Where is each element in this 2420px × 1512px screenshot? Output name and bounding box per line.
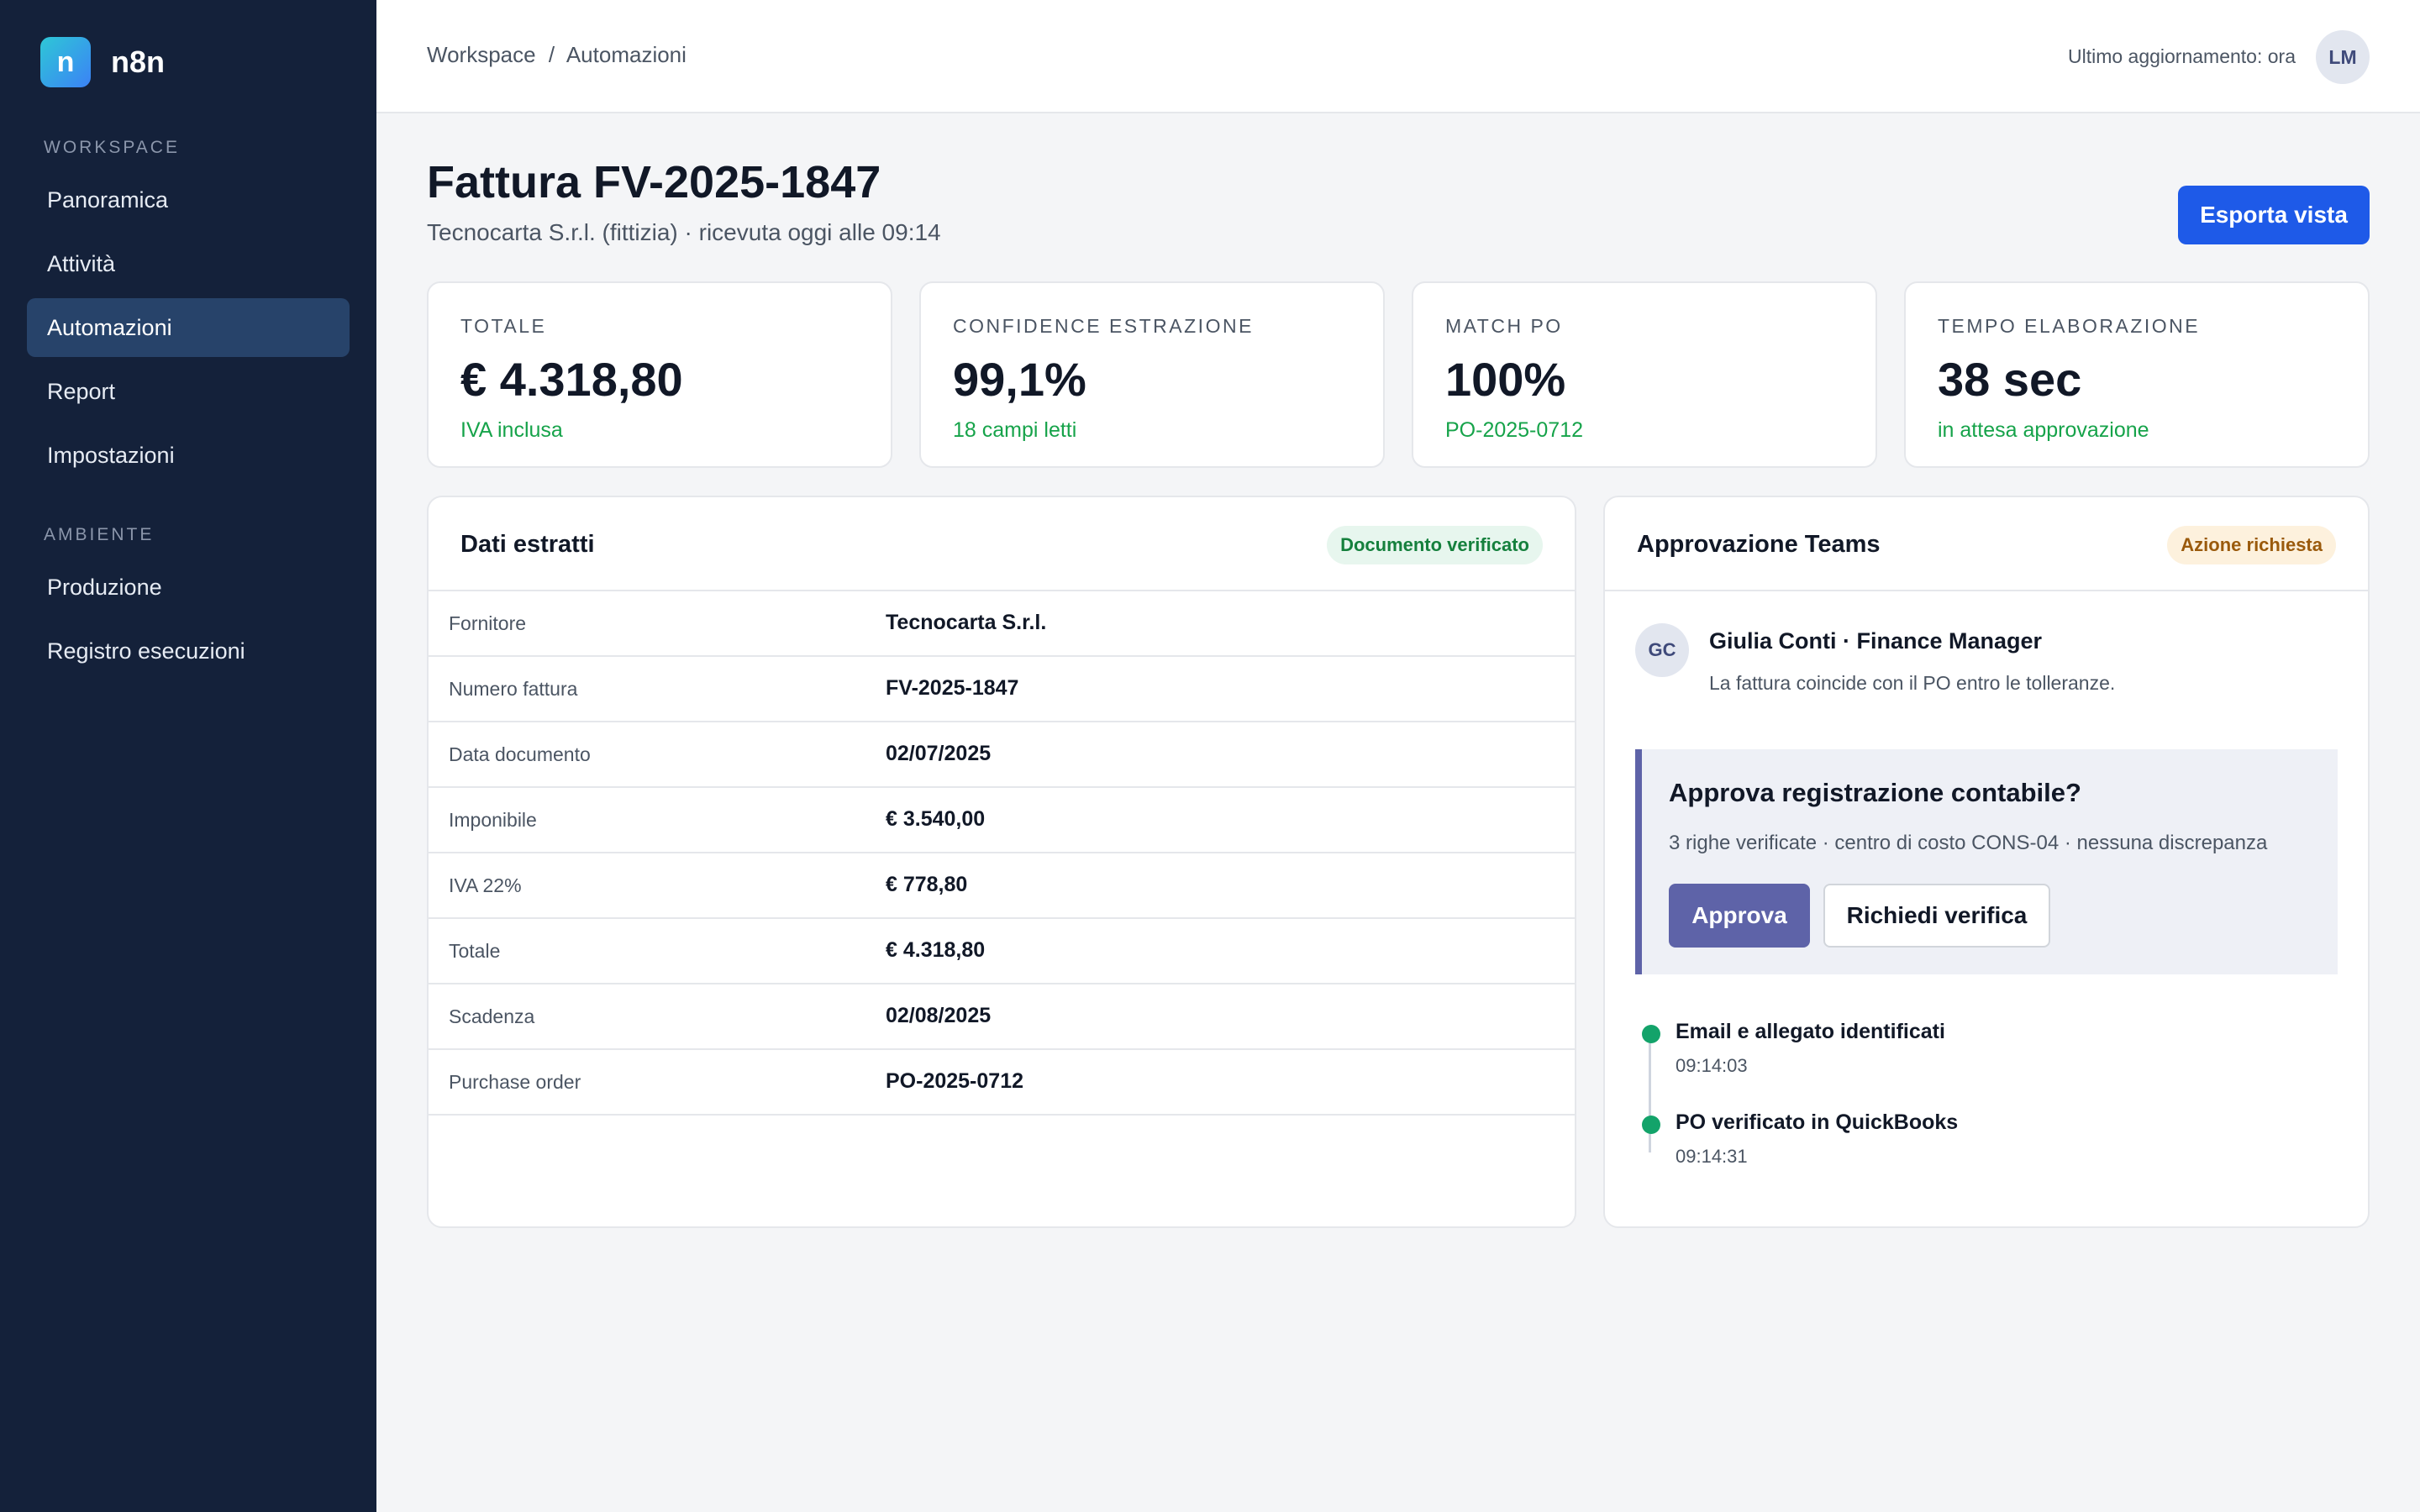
- row-key: Imponibile: [449, 809, 537, 831]
- sidebar-item-automazioni[interactable]: Automazioni: [27, 298, 350, 357]
- brand-name: n8n: [111, 45, 166, 79]
- kpi-card-confidence: CONFIDENCE ESTRAZIONE 99,1% 18 campi let…: [919, 281, 1385, 468]
- approval-detail: 3 righe verificate · centro di costo CON…: [1669, 832, 2268, 854]
- timeline-item-title: Email e allegato identificati: [1676, 1020, 1945, 1043]
- kpi-label: MATCH PO: [1445, 315, 1563, 337]
- kpi-card-totale: TOTALE € 4.318,80 IVA inclusa: [427, 281, 892, 468]
- approval-panel: Approvazione Teams Azione richiesta GC G…: [1603, 496, 2370, 1228]
- sidebar-item-attivita[interactable]: Attività: [47, 250, 116, 276]
- panel-header: Approvazione Teams Azione richiesta: [1605, 497, 2368, 591]
- row-key: Fornitore: [449, 612, 527, 634]
- row-key: Numero fattura: [449, 678, 578, 700]
- action-required-badge: Azione richiesta: [2167, 526, 2336, 564]
- brand[interactable]: n n8n: [40, 37, 165, 87]
- timeline-item-title: PO verificato in QuickBooks: [1676, 1110, 1959, 1134]
- topbar: Workspace / Automazioni Ultimo aggiornam…: [376, 0, 2420, 113]
- kpi-card-tempo: TEMPO ELABORAZIONE 38 sec in attesa appr…: [1904, 281, 2370, 468]
- breadcrumb-automazioni[interactable]: Automazioni: [566, 42, 687, 67]
- approve-button[interactable]: Approva: [1669, 884, 1810, 948]
- request-verification-button[interactable]: Richiedi verifica: [1823, 884, 2050, 948]
- sidebar-item-panoramica[interactable]: Panoramica: [47, 186, 169, 213]
- timeline-item-time: 09:14:31: [1676, 1146, 1748, 1167]
- table-row: Totale € 4.318,80: [429, 919, 1575, 984]
- table-row: Fornitore Tecnocarta S.r.l.: [429, 591, 1575, 657]
- approval-question: Approva registrazione contabile?: [1669, 778, 2081, 807]
- sidebar-item-registro-esecuzioni[interactable]: Registro esecuzioni: [47, 638, 245, 664]
- timeline-line: [1649, 1035, 1651, 1152]
- kpi-note: 18 campi letti: [953, 418, 1077, 442]
- timeline-dot-icon: [1642, 1116, 1660, 1134]
- timeline-dot-icon: [1642, 1025, 1660, 1043]
- approval-card: Approva registrazione contabile? 3 righe…: [1635, 749, 2338, 974]
- table-row: IVA 22% € 778,80: [429, 853, 1575, 919]
- row-value: 02/07/2025: [886, 742, 992, 765]
- panel-header: Dati estratti Documento verificato: [429, 497, 1575, 591]
- row-key: Data documento: [449, 743, 591, 765]
- kpi-note: PO-2025-0712: [1445, 418, 1584, 442]
- breadcrumb: Workspace / Automazioni: [427, 42, 687, 68]
- kpi-card-match-po: MATCH PO 100% PO-2025-0712: [1412, 281, 1877, 468]
- approver-avatar: GC: [1635, 623, 1689, 677]
- approver-message: La fattura coincide con il PO entro le t…: [1709, 672, 2116, 694]
- approver-name: Giulia Conti · Finance Manager: [1709, 628, 2043, 654]
- table-row: Imponibile € 3.540,00: [429, 788, 1575, 853]
- n8n-logo-icon: n: [40, 37, 91, 87]
- row-value: FV-2025-1847: [886, 676, 1019, 700]
- kpi-label: TOTALE: [460, 315, 547, 337]
- kpi-value: € 4.318,80: [460, 353, 683, 406]
- row-key: Purchase order: [449, 1071, 581, 1093]
- status-badge: Documento verificato: [1327, 526, 1543, 564]
- table-row: Purchase order PO-2025-0712: [429, 1050, 1575, 1116]
- section-label-workspace: WORKSPACE: [44, 138, 180, 157]
- page-subtitle: Tecnocarta S.r.l. (fittizia) · ricevuta …: [427, 219, 941, 245]
- table-row: Scadenza 02/08/2025: [429, 984, 1575, 1050]
- panel-title: Approvazione Teams: [1637, 531, 1881, 558]
- table-row: Data documento 02/07/2025: [429, 722, 1575, 788]
- timeline-item-time: 09:14:03: [1676, 1055, 1748, 1076]
- page-title: Fattura FV-2025-1847: [427, 157, 881, 207]
- row-value: € 778,80: [886, 873, 968, 896]
- kpi-label: CONFIDENCE ESTRAZIONE: [953, 315, 1254, 337]
- breadcrumb-workspace[interactable]: Workspace: [427, 42, 536, 67]
- sidebar-item-report[interactable]: Report: [47, 378, 116, 404]
- user-avatar[interactable]: LM: [2316, 30, 2370, 84]
- sidebar: n n8n WORKSPACE Panoramica Attività Auto…: [0, 0, 376, 1512]
- row-value: Tecnocarta S.r.l.: [886, 611, 1047, 634]
- extracted-data-panel: Dati estratti Documento verificato Forni…: [427, 496, 1576, 1228]
- kpi-note: in attesa approvazione: [1938, 418, 2149, 442]
- kpi-note: IVA inclusa: [460, 418, 563, 442]
- kpi-value: 99,1%: [953, 353, 1086, 406]
- row-key: Scadenza: [449, 1005, 535, 1027]
- sidebar-item-impostazioni[interactable]: Impostazioni: [47, 442, 175, 468]
- row-value: PO-2025-0712: [886, 1069, 1024, 1093]
- row-key: Totale: [449, 940, 501, 962]
- row-value: € 4.318,80: [886, 938, 986, 962]
- row-key: IVA 22%: [449, 874, 522, 896]
- panel-title: Dati estratti: [460, 531, 595, 558]
- kpi-value: 38 sec: [1938, 353, 2082, 406]
- last-update-status: Ultimo aggiornamento: ora: [2067, 45, 2296, 67]
- section-label-ambiente: AMBIENTE: [44, 525, 155, 544]
- row-value: 02/08/2025: [886, 1004, 992, 1027]
- row-value: € 3.540,00: [886, 807, 986, 831]
- table-row: Numero fattura FV-2025-1847: [429, 657, 1575, 722]
- kpi-label: TEMPO ELABORAZIONE: [1938, 315, 2201, 337]
- breadcrumb-separator: /: [548, 42, 555, 67]
- kpi-value: 100%: [1445, 353, 1566, 406]
- sidebar-item-produzione[interactable]: Produzione: [47, 574, 162, 600]
- export-view-button[interactable]: Esporta vista: [2178, 186, 2370, 244]
